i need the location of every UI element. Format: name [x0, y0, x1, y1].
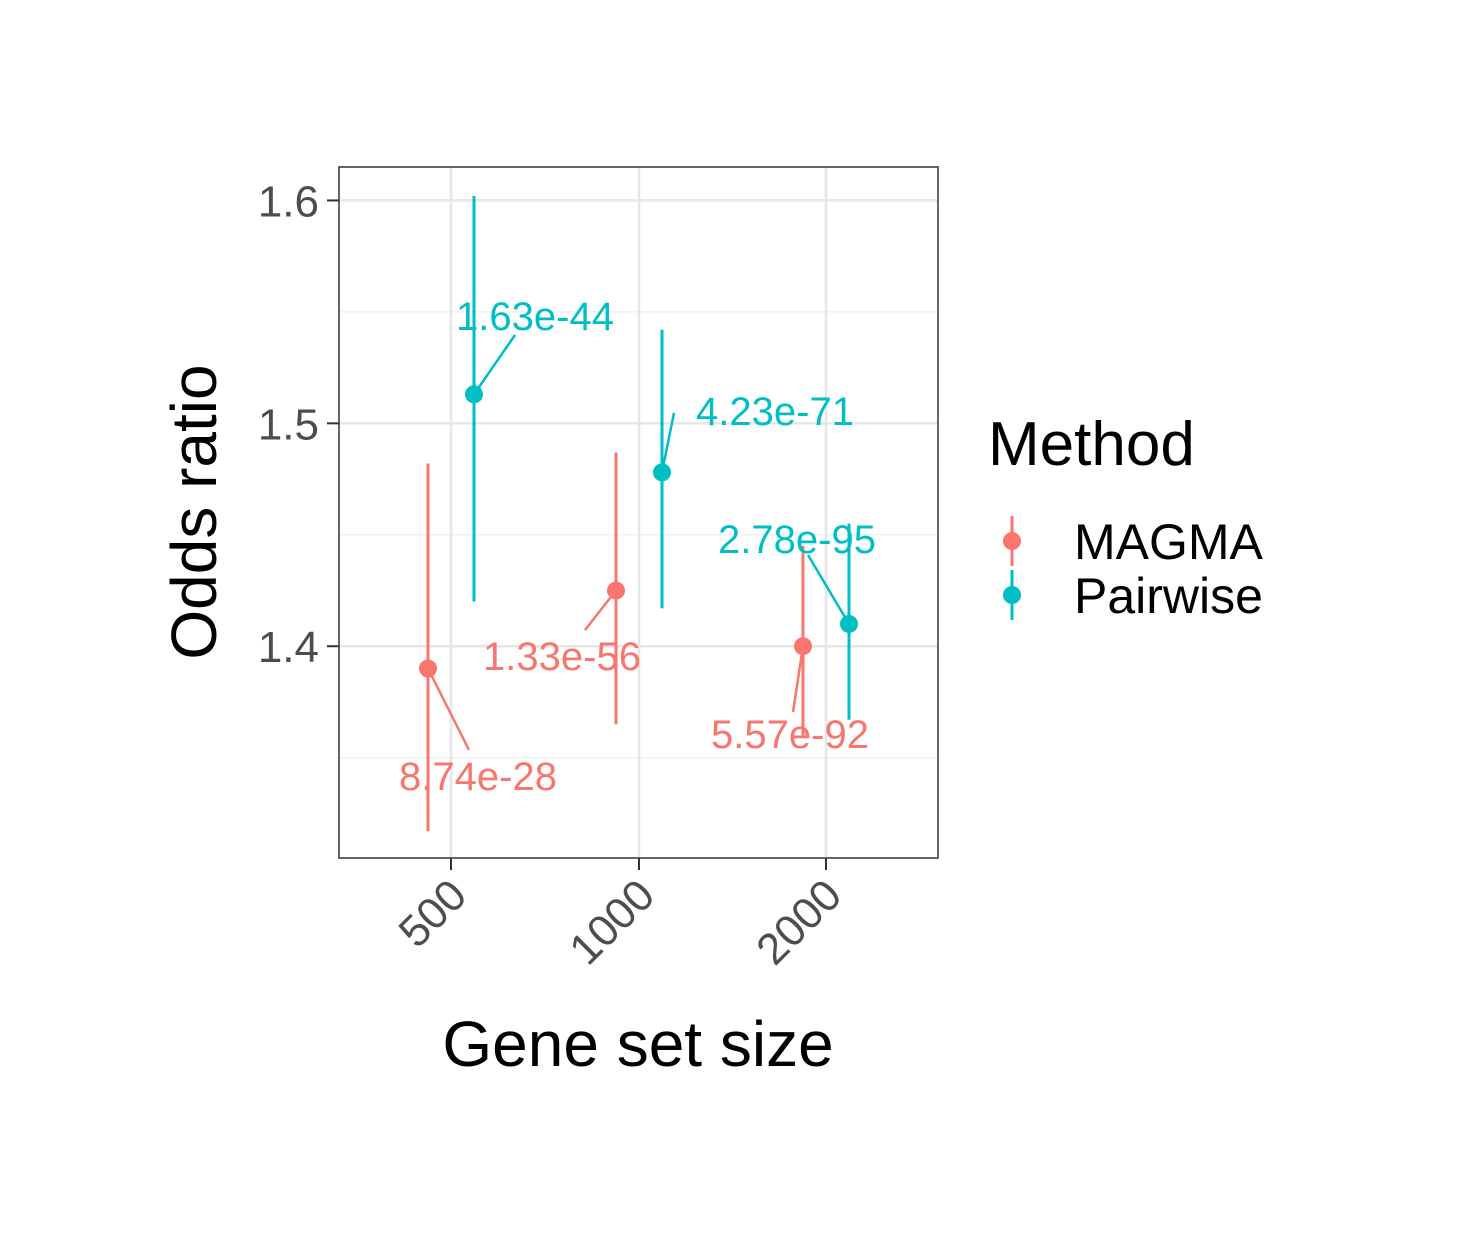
point-label: 1.63e-44 [456, 295, 614, 339]
x-tick-label: 2000 [747, 870, 851, 974]
data-point [465, 385, 483, 404]
legend-title: Method [988, 410, 1195, 479]
x-tick-label: 1000 [560, 870, 664, 974]
data-point [794, 637, 812, 656]
x-tick-label: 500 [390, 870, 477, 957]
label-leader-line [806, 554, 851, 625]
data-point [840, 614, 858, 633]
point-label: 4.23e-71 [696, 390, 854, 434]
legend-key [1003, 516, 1021, 566]
data-point [653, 463, 671, 482]
label-leader-line [660, 412, 676, 473]
legend-label: MAGMA [1074, 514, 1264, 570]
legend-key-point [1003, 532, 1021, 550]
point-label: 1.33e-56 [483, 635, 641, 679]
label-leader-line [426, 667, 471, 751]
label-leader-line [791, 646, 805, 713]
point-label: 8.74e-28 [399, 755, 557, 799]
label-leader-line [472, 334, 517, 396]
data-marks: 8.74e-28 1.33e-56 5.57e-92 1.63e-44 4.23e-71… [399, 195, 876, 832]
data-point [419, 659, 437, 678]
point-label: 2.78e-95 [718, 518, 876, 562]
y-axis-title: Odds ratio [158, 364, 230, 659]
legend-key [1003, 570, 1021, 620]
y-tick-label: 1.6 [258, 177, 319, 226]
data-point [607, 581, 625, 600]
major-gridlines [339, 167, 938, 858]
x-axis-title: Gene set size [442, 1008, 833, 1080]
legend-key-point [1003, 586, 1021, 604]
point-label: 5.57e-92 [711, 713, 869, 757]
y-tick-label: 1.5 [258, 400, 319, 449]
y-tick-label: 1.4 [258, 623, 319, 672]
legend-label: Pairwise [1074, 568, 1263, 624]
